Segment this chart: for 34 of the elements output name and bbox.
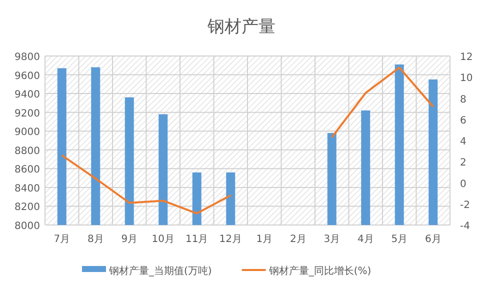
y2-tick-label: 0 [460, 178, 466, 190]
y2-tick-label: 8 [460, 94, 466, 106]
x-tick-label: 2月 [290, 234, 306, 245]
y2-tick-label: -2 [460, 200, 470, 211]
y-tick-label: 9200 [14, 108, 40, 120]
y-tick-label: 9400 [14, 90, 40, 101]
y-tick-label: 8200 [14, 202, 40, 214]
x-tick-label: 12月 [219, 234, 242, 245]
x-tick-label: 11月 [186, 234, 208, 245]
y2-tick-label: 10 [460, 73, 473, 84]
y-tick-label: 9800 [14, 52, 40, 63]
x-tick-label: 3月 [324, 234, 340, 245]
y2-tick-label: 4 [460, 136, 466, 148]
y-tick-label: 8000 [14, 221, 40, 232]
x-tick-label: 9月 [121, 234, 138, 245]
y-tick-label: 9600 [14, 70, 40, 82]
legend-label: 钢材产量_当期值(万吨) [108, 265, 212, 277]
y2-tick-label: 2 [460, 158, 466, 169]
y2-tick-label: 12 [460, 52, 473, 63]
x-tick-label: 8月 [87, 234, 104, 245]
legend-label: 钢材产量_同比增长(%) [268, 265, 372, 277]
y-tick-label: 8800 [14, 146, 40, 157]
x-tick-label: 5月 [391, 234, 408, 245]
y-tick-label: 9000 [14, 127, 40, 138]
chart-title: 钢材产量 [206, 17, 276, 37]
y-tick-label: 8600 [14, 164, 40, 176]
y2-tick-label: -4 [460, 221, 470, 232]
x-tick-label: 6月 [424, 234, 442, 245]
y-tick-label: 8400 [14, 183, 40, 194]
x-tick-label: 1月 [256, 234, 273, 245]
x-tick-label: 4月 [357, 234, 374, 245]
x-tick-label: 10月 [152, 234, 174, 245]
y2-tick-label: 6 [460, 115, 466, 126]
x-tick-label: 7月 [54, 234, 70, 245]
